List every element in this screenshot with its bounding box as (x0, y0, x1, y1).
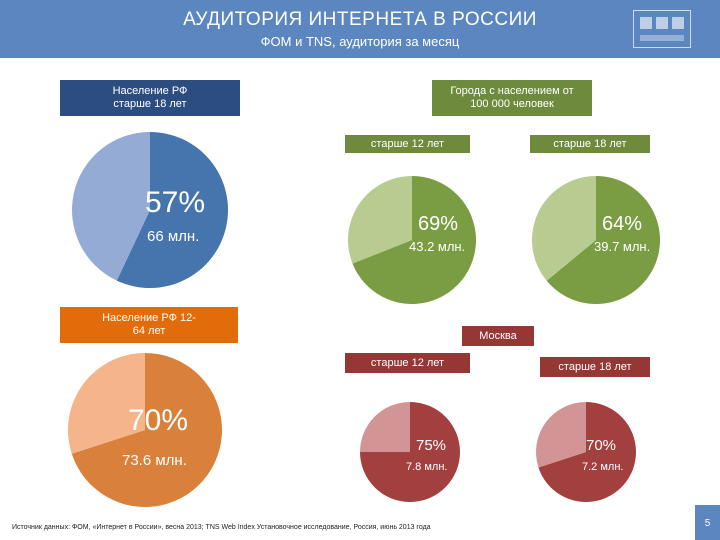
pie-6-sublabel: 7.2 млн. (582, 461, 624, 473)
logo-mark-icon (640, 17, 684, 29)
page-subtitle: ФОМ и TNS, аудитория за месяц (260, 34, 460, 49)
label-moscow-12: старше 12 лет (345, 353, 470, 373)
label-cities: Города с населением от 100 000 человек (432, 80, 592, 116)
pie-3-slice-1 (352, 176, 476, 304)
label-cities-12: старше 12 лет (345, 135, 470, 153)
label-population-12-64: Население РФ 12-64 лет (60, 307, 238, 343)
pie-1-value: 57% (145, 186, 206, 219)
pie-2-slice-2 (67, 353, 145, 454)
pie-3-slice-2 (347, 176, 412, 264)
label-moscow: Москва (462, 326, 534, 346)
pie-4-slice-1 (546, 176, 660, 304)
pie-1-slice-2 (72, 132, 150, 281)
pie-1-slice-1 (116, 132, 228, 288)
pie-6-slice-1 (538, 402, 636, 502)
pie-5-slice-2 (360, 402, 410, 452)
pie-2-sublabel: 73.6 млн. (122, 452, 187, 469)
source-note: Источник данных: ФОМ, «Интернет в России… (12, 524, 431, 531)
pie-3-value: 69% (418, 213, 459, 235)
pie-5-value: 75% (416, 437, 447, 454)
pie-6-value: 70% (586, 437, 617, 454)
logo-strip-icon (640, 35, 684, 41)
pie-2-value: 70% (128, 404, 189, 437)
company-logo (633, 10, 691, 48)
label-cities-18: старше 18 лет (530, 135, 650, 153)
page-title: АУДИТОРИЯ ИНТЕРНЕТА В РОССИИ (183, 9, 537, 30)
pie-5-sublabel: 7.8 млн. (406, 461, 448, 473)
pie-4-slice-2 (532, 176, 596, 281)
label-population-18: Население РФ старше 18 лет (60, 80, 240, 116)
pie-4-sublabel: 39.7 млн. (594, 239, 651, 254)
pie-1-sublabel: 66 млн. (147, 228, 200, 245)
pie-6-slice-2 (536, 402, 586, 468)
pie-2-slice-1 (71, 353, 222, 507)
page-number-bar (695, 505, 720, 540)
page-number: 5 (704, 518, 711, 529)
label-moscow-18: старше 18 лет (540, 357, 650, 377)
pie-4-value: 64% (602, 213, 643, 235)
header-bar: АУДИТОРИЯ ИНТЕРНЕТА В РОССИИ ФОМ и TNS, … (0, 0, 720, 58)
pie-3-sublabel: 43.2 млн. (409, 239, 466, 254)
